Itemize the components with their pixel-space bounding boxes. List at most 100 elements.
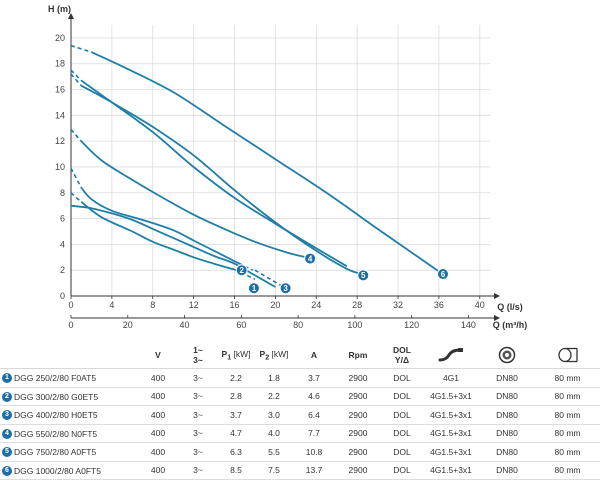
outlet-cell: 80 mm [535,424,600,443]
p1-cell: 2.8 [217,387,255,406]
outlet-cell: 80 mm [535,368,600,388]
amps-cell: 7.7 [293,424,335,443]
curve-5-dashed-start [70,73,82,87]
y-axis-arrow [68,13,74,19]
p2-cell: 2.2 [255,387,293,406]
p1-cell: 6.3 [217,442,255,462]
phase-cell: 3~ [179,461,217,480]
model-name: DGG 750/2/80 A0FT5 [14,447,97,458]
starting-cell: DOL [381,368,423,388]
rpm-cell: 2900 [335,461,381,480]
header-p1: P1 [kW] [217,342,255,369]
chart-grid [70,25,490,297]
curve-6-dashed-start [70,44,92,53]
chart-curves [70,44,440,289]
outlet-cell: 80 mm [535,461,600,480]
header-phase: 1~ 3~ [179,342,217,369]
p1-cell: 2.2 [217,368,255,388]
table-header-row: V 1~ 3~ P1 [kW] P2 [kW] A Rpm DOL Y/Δ [0,342,600,369]
y-tick-label: 8 [60,188,65,198]
model-cell: 3 DGG 400/2/80 H0ET5 [0,405,137,425]
x2-tick-label: 100 [347,320,362,330]
model-name: DGG 1000/2/80 A0FT5 [14,465,101,476]
header-voltage: V [137,342,179,369]
curve-5 [80,84,363,275]
curve-label-2: 2 [239,266,244,275]
phase-cell: 3~ [179,387,217,406]
p2-cell: 1.8 [255,368,293,388]
voltage-cell: 400 [137,405,179,425]
flange-icon [479,342,535,369]
rpm-cell: 2900 [335,368,381,388]
header-amps: A [293,342,335,369]
x-axis-title: Q (l/s) [497,302,523,312]
table-row: 2 DGG 300/2/80 G0ET5 400 3~ 2.8 2.2 4.6 2900 DOL… [0,387,600,406]
x-tick-label: 36 [434,300,444,310]
header-p2: P2 [kW] [255,342,293,369]
table-row: 5 DGG 750/2/80 A0FT5 400 3~ 6.3 5.5 10.8 2900 DO… [0,442,600,462]
curve-2 [80,187,246,268]
x2-tick-label: 0 [68,320,73,330]
curve-number-badge: 1 [2,373,12,384]
phase-cell: 3~ [179,424,217,443]
x-tick-label: 20 [270,300,280,310]
voltage-cell: 400 [137,424,179,443]
x-tick-label: 32 [393,300,403,310]
pump-spec-table: V 1~ 3~ P1 [kW] P2 [kW] A Rpm DOL Y/Δ 1 DGG… [0,342,600,480]
starting-cell: DOL [381,424,423,443]
header-starting: DOL Y/Δ [381,342,423,369]
phase-cell: 3~ [179,405,217,425]
y-tick-label: 12 [55,136,65,146]
x2-axis-title: Q (m³/h) [493,320,528,330]
curve-label-badge-3 [279,282,292,295]
curve-label-badge-2 [235,264,248,277]
p2-cell: 5.5 [255,442,293,462]
cable-icon [423,342,479,369]
table-row: 3 DGG 400/2/80 H0ET5 400 3~ 3.7 3.0 6.4 2900 DOL… [0,405,600,425]
x-tick-label: 28 [352,300,362,310]
model-cell: 2 DGG 300/2/80 G0ET5 [0,387,137,406]
flange-cell: DN80 [479,405,535,425]
chart-curve-labels: 12 3 4 5 6 [235,252,449,295]
x2-axis-arrow [494,315,500,321]
p2-cell: 7.5 [255,461,293,480]
voltage-cell: 400 [137,387,179,406]
cable-cell: 4G1 [423,368,479,388]
curve-number-badge: 3 [2,410,12,421]
header-rpm: Rpm [335,342,381,369]
amps-cell: 6.4 [293,405,335,425]
curve-label-6: 6 [441,270,446,279]
starting-cell: DOL [381,387,423,406]
starting-cell: DOL [381,461,423,480]
model-name: DGG 550/2/80 N0FT5 [14,428,98,439]
rpm-cell: 2900 [335,442,381,462]
amps-cell: 4.6 [293,387,335,406]
header-model [0,342,137,369]
amps-cell: 13.7 [293,461,335,480]
x-tick-label: 0 [68,300,73,310]
curve-number-badge: 6 [2,465,12,476]
y-tick-label: 4 [60,239,65,249]
curve-4-dashed-start [70,128,82,142]
y-tick-label: 6 [60,214,65,224]
y-tick-label: 10 [55,162,65,172]
p2-cell: 4.0 [255,424,293,443]
p1-cell: 8.5 [217,461,255,480]
model-cell: 6 DGG 1000/2/80 A0FT5 [0,461,137,480]
p1-cell: 3.7 [217,405,255,425]
flange-cell: DN80 [479,368,535,388]
outlet-icon [535,342,600,369]
y-tick-label: 14 [55,110,65,120]
outlet-cell: 80 mm [535,405,600,425]
rpm-cell: 2900 [335,405,381,425]
x-tick-label: 12 [189,300,199,310]
curve-1 [80,201,235,271]
model-cell: 5 DGG 750/2/80 A0FT5 [0,442,137,462]
p1-cell: 4.7 [217,424,255,443]
x2-tick-label: 20 [123,320,133,330]
x-tick-label: 24 [311,300,321,310]
x2-tick-label: 120 [404,320,419,330]
model-name: DGG 300/2/80 G0ET5 [14,391,99,402]
